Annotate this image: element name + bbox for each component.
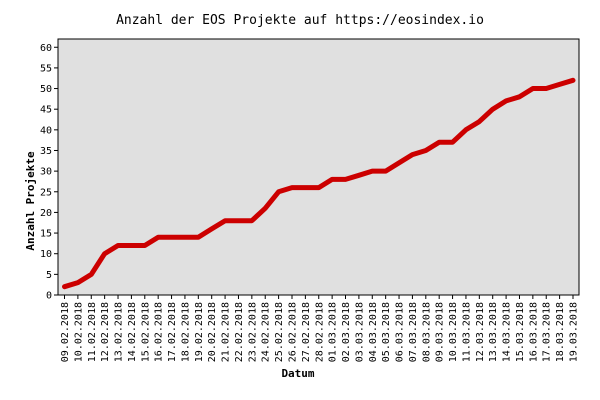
x-tick-label: 18.02.2018: [180, 302, 191, 362]
y-tick-label: 40: [40, 125, 52, 136]
x-tick-label: 28.02.2018: [314, 302, 325, 362]
y-tick-label: 55: [40, 63, 52, 74]
y-tick-label: 35: [40, 146, 52, 157]
x-tick-label: 25.02.2018: [274, 302, 285, 362]
x-tick-label: 15.03.2018: [515, 302, 526, 362]
x-tick-label: 26.02.2018: [287, 302, 298, 362]
x-tick-label: 27.02.2018: [301, 302, 312, 362]
y-tick-label: 50: [40, 84, 52, 95]
x-tick-label: 12.03.2018: [475, 302, 486, 362]
x-tick-label: 12.02.2018: [100, 302, 111, 362]
x-tick-label: 11.03.2018: [461, 302, 472, 362]
x-tick-label: 10.02.2018: [73, 302, 84, 362]
x-tick-label: 21.02.2018: [221, 302, 232, 362]
y-tick-label: 45: [40, 105, 52, 116]
x-axis: 09.02.2018 10.02.2018 11.02.2018 12.02.2018…: [60, 295, 580, 362]
x-tick-label: 19.03.2018: [569, 302, 580, 362]
x-tick-label: 04.03.2018: [368, 302, 379, 362]
x-tick-label: 10.03.2018: [448, 302, 459, 362]
x-tick-label: 16.03.2018: [528, 302, 539, 362]
x-tick-label: 05.03.2018: [381, 302, 392, 362]
y-tick-label: 25: [40, 187, 52, 198]
x-tick-label: 20.02.2018: [207, 302, 218, 362]
y-tick-label: 0: [46, 291, 52, 302]
x-tick-label: 15.02.2018: [140, 302, 151, 362]
x-tick-label: 09.03.2018: [435, 302, 446, 362]
x-tick-label: 22.02.2018: [234, 302, 245, 362]
x-tick-label: 17.02.2018: [167, 302, 178, 362]
x-tick-label: 18.03.2018: [555, 302, 566, 362]
x-tick-label: 13.03.2018: [488, 302, 499, 362]
y-tick-label: 60: [40, 43, 52, 54]
x-tick-label: 17.03.2018: [542, 302, 553, 362]
x-tick-label: 13.02.2018: [114, 302, 125, 362]
x-tick-label: 06.03.2018: [395, 302, 406, 362]
x-tick-label: 24.02.2018: [261, 302, 272, 362]
plot-area: [57, 38, 580, 296]
x-tick-label: 08.03.2018: [421, 302, 432, 362]
x-tick-label: 09.02.2018: [60, 302, 71, 362]
x-tick-label: 14.03.2018: [502, 302, 513, 362]
y-tick-label: 10: [40, 249, 52, 260]
y-tick-label: 20: [40, 208, 52, 219]
y-tick-label: 5: [46, 270, 52, 281]
y-axis-title: Anzahl Projekte: [24, 151, 37, 251]
x-tick-label: 16.02.2018: [154, 302, 165, 362]
x-axis-title: Datum: [281, 367, 314, 380]
y-tick-label: 30: [40, 167, 52, 178]
x-tick-label: 23.02.2018: [247, 302, 258, 362]
y-axis: 0 5 10 15 20 25 30 35 40 45 50 55 60: [40, 43, 58, 302]
x-tick-label: 02.03.2018: [341, 302, 352, 362]
x-tick-label: 07.03.2018: [408, 302, 419, 362]
x-tick-label: 01.03.2018: [328, 302, 339, 362]
x-tick-label: 19.02.2018: [194, 302, 205, 362]
y-tick-label: 15: [40, 229, 52, 240]
x-tick-label: 03.03.2018: [354, 302, 365, 362]
series-line: [62, 77, 576, 290]
x-tick-label: 14.02.2018: [127, 302, 138, 362]
x-tick-label: 11.02.2018: [87, 302, 98, 362]
chart-title: Anzahl der EOS Projekte auf https://eosi…: [116, 13, 484, 28]
